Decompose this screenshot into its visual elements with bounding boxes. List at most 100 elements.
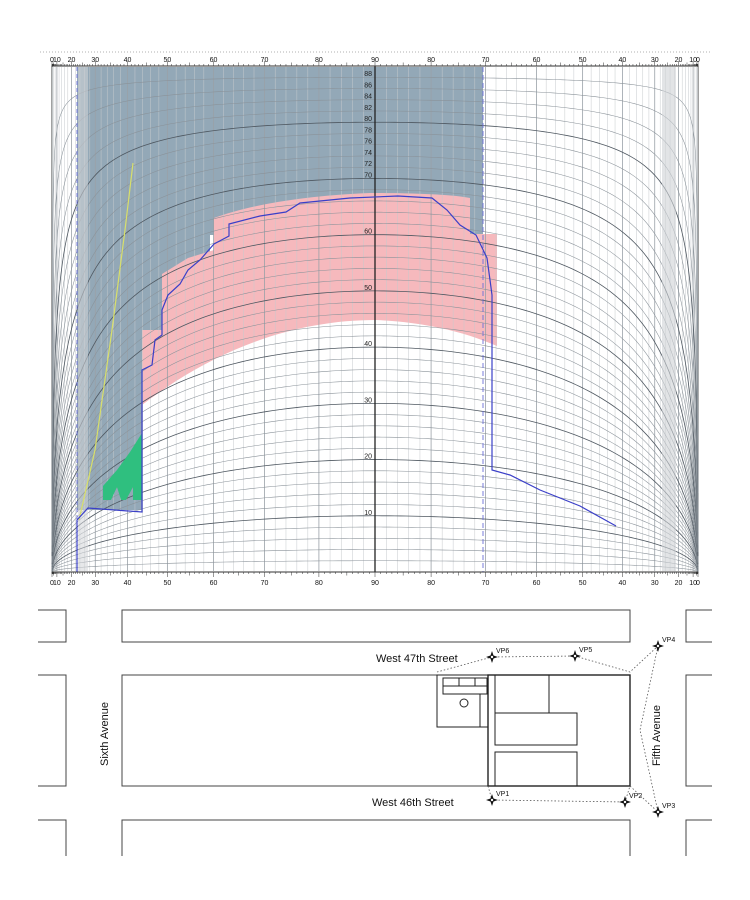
viewpoint-label: VP6 xyxy=(496,648,509,655)
building-profile-line xyxy=(76,195,617,572)
viewpoint-center xyxy=(490,798,494,802)
viewpoint-center xyxy=(656,644,660,648)
yellow-line xyxy=(78,162,134,521)
scale-tick-label: 20 xyxy=(68,57,76,64)
scale-tick-label: 10 xyxy=(53,57,61,64)
right-edge-dense-band xyxy=(662,67,676,571)
sight-lines xyxy=(436,645,659,813)
street-label-west: Sixth Avenue xyxy=(99,702,111,766)
scale-tick-label: 50 xyxy=(579,580,587,587)
elevation-label: 20 xyxy=(364,454,372,461)
street-label-south: West 46th Street xyxy=(372,797,454,809)
viewpoint-vp5: VP5 xyxy=(569,647,592,662)
viewpoint-label: VP5 xyxy=(579,647,592,654)
scale-tick-label: 60 xyxy=(210,57,218,64)
viewpoint-vp2: VP2 xyxy=(619,793,642,808)
scale-tick-label: 80 xyxy=(427,580,435,587)
scale-tick-label: 40 xyxy=(619,580,627,587)
scale-tick-label: 30 xyxy=(91,580,99,587)
building-footprint xyxy=(436,674,631,787)
elevation-label: 40 xyxy=(364,341,372,348)
scale-tick-label: 0 xyxy=(50,57,54,64)
scale-tick-label: 50 xyxy=(579,57,587,64)
sight-line-north xyxy=(436,645,659,673)
viewpoint-vp4: VP4 xyxy=(652,637,675,652)
scale-tick-label: 30 xyxy=(651,580,659,587)
scale-tick-label: 10 xyxy=(53,580,61,587)
block-mid-right xyxy=(685,674,712,787)
scale-tick-label: 40 xyxy=(619,57,627,64)
block-bottom-center xyxy=(121,819,631,856)
street-label-east: Fifth Avenue xyxy=(651,705,663,766)
scale-tick-label: 50 xyxy=(163,580,171,587)
elevation-labels: 10 20 30 40 50 60 70 72 74 76 78 80 82 84 86 88 xyxy=(364,71,372,517)
compensation-area xyxy=(103,433,142,500)
scale-tick-label: 80 xyxy=(427,57,435,64)
viewpoint-label: VP3 xyxy=(662,803,675,810)
scale-tick-label: 20 xyxy=(68,580,76,587)
viewpoint-vp6: VP6 xyxy=(486,648,509,663)
scale-tick-label: 60 xyxy=(210,580,218,587)
elevation-label: 80 xyxy=(364,116,372,123)
scale-tick-label: 50 xyxy=(163,57,171,64)
scale-tick-label: 30 xyxy=(651,57,659,64)
elevation-label: 74 xyxy=(364,150,372,157)
viewpoint-center xyxy=(623,800,627,804)
scale-tick-label: 30 xyxy=(91,57,99,64)
scale-tick-label: 0 xyxy=(696,57,700,64)
viewpoint-vp3: VP3 xyxy=(652,803,675,818)
block-top-left xyxy=(38,609,67,643)
block-bottom-right xyxy=(685,819,712,856)
footprint-core xyxy=(494,712,578,746)
scale-tick-label: 20 xyxy=(675,580,683,587)
footprint-annex xyxy=(436,674,489,728)
scale-tick-label: 70 xyxy=(261,57,269,64)
viewpoint-center xyxy=(573,654,577,658)
scale-tick-label: 0 xyxy=(50,580,54,587)
block-top-right xyxy=(685,609,712,643)
footprint-annex-inner xyxy=(442,685,488,695)
footprint-outer xyxy=(487,674,631,787)
scale-tick-label: 80 xyxy=(315,580,323,587)
footprint-south-wing xyxy=(494,751,578,787)
viewpoint-label: VP4 xyxy=(662,637,675,644)
scale-tick-label: 90 xyxy=(371,57,379,64)
footprint-annex-top-b xyxy=(458,677,476,687)
scale-tick-label: 20 xyxy=(675,57,683,64)
scale-tick-label: 70 xyxy=(482,580,490,587)
scale-tick-label: 10 xyxy=(689,57,697,64)
elevation-label: 70 xyxy=(364,172,372,179)
scale-tick-label: 70 xyxy=(482,57,490,64)
footprint-tower xyxy=(494,674,550,714)
elevation-label: 30 xyxy=(364,397,372,404)
elevation-label: 72 xyxy=(364,161,372,168)
footprint-round-element xyxy=(459,698,469,708)
elevation-label: 84 xyxy=(364,94,372,101)
scale-tick-label: 10 xyxy=(689,580,697,587)
elevation-label: 10 xyxy=(364,510,372,517)
encroachment-area xyxy=(142,193,497,405)
viewpoint-markers: VP1 VP2 VP3 VP4 VP5 VP6 xyxy=(486,637,675,818)
viewpoint-label: VP1 xyxy=(496,791,509,798)
elevation-label: 76 xyxy=(364,139,372,146)
sight-line-east xyxy=(639,645,659,813)
scale-tick-label: 90 xyxy=(371,580,379,587)
viewpoint-center xyxy=(490,655,494,659)
viewpoint-label: VP2 xyxy=(629,793,642,800)
scale-tick-label: 0 xyxy=(696,580,700,587)
scale-tick-label: 60 xyxy=(533,580,541,587)
block-top-center xyxy=(121,609,631,643)
street-label-north: West 47th Street xyxy=(376,653,458,665)
footprint-annex-top-a xyxy=(442,677,460,687)
block-mid-left xyxy=(38,674,67,787)
scale-tick-label: 80 xyxy=(315,57,323,64)
block-main xyxy=(121,674,631,787)
scale-tick-label: 40 xyxy=(124,57,132,64)
site-plan xyxy=(38,609,712,856)
scale-tick-label: 60 xyxy=(533,57,541,64)
bottom-scale-ticks: 0 10 20 30 40 50 60 70 80 90 80 70 60 50 40 30 20 10 0 xyxy=(50,571,700,587)
elevation-label: 82 xyxy=(364,105,372,112)
footprint-annex-top-c xyxy=(474,677,488,687)
